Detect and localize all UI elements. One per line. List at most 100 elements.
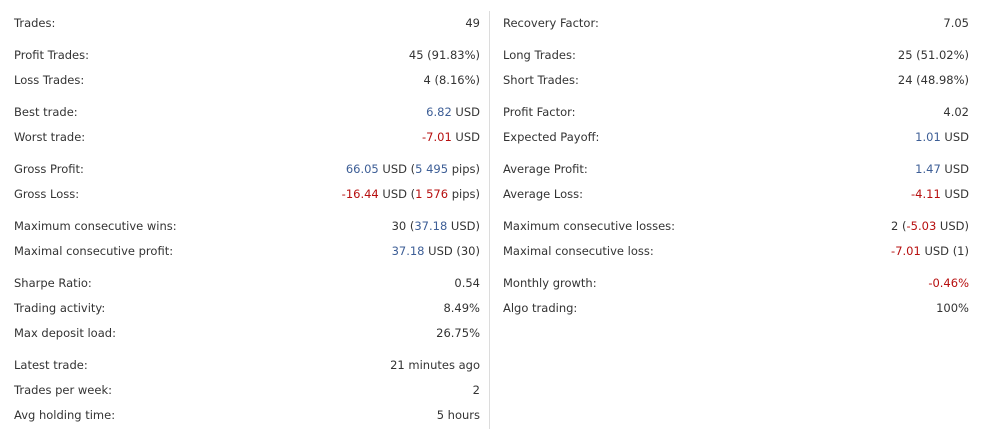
stat-number: -7.01 bbox=[891, 244, 921, 258]
stat-label: Short Trades: bbox=[503, 73, 579, 87]
stat-label: Trades per week: bbox=[14, 383, 112, 397]
stat-value: 24 (48.98%) bbox=[897, 73, 969, 87]
stat-value: -4.11 USD bbox=[911, 185, 969, 203]
stat-unit: USD bbox=[940, 162, 969, 176]
stat-maximal-consecutive-loss: Maximal consecutive loss: -7.01 USD (1) bbox=[503, 242, 969, 260]
stat-unit: USD bbox=[451, 130, 480, 144]
stat-number: 66.05 bbox=[345, 162, 379, 176]
stat-value: 8.49% bbox=[443, 301, 480, 315]
stat-text: USD ( bbox=[378, 162, 416, 176]
stat-value: 1.47 USD bbox=[915, 160, 969, 178]
stat-value: 4.02 bbox=[943, 105, 969, 119]
stat-text: USD ( bbox=[378, 187, 416, 201]
stat-label: Monthly growth: bbox=[503, 276, 597, 290]
stat-value: 45 (91.83%) bbox=[408, 48, 480, 62]
stat-short-trades: Short Trades: 24 (48.98%) bbox=[503, 71, 969, 89]
stat-value: -16.44 USD (1 576 pips) bbox=[342, 185, 480, 203]
stat-value: 1.01 USD bbox=[915, 128, 969, 146]
stat-number: -4.11 bbox=[911, 187, 941, 201]
stat-sharpe-ratio: Sharpe Ratio: 0.54 bbox=[14, 274, 480, 292]
stat-value: 49 bbox=[465, 16, 480, 30]
stat-recovery-factor: Recovery Factor: 7.05 bbox=[503, 14, 969, 32]
stat-latest-trade: Latest trade: 21 minutes ago bbox=[14, 356, 480, 374]
stat-label: Trades: bbox=[14, 16, 56, 30]
stat-label: Worst trade: bbox=[14, 130, 86, 144]
stat-unit: USD bbox=[451, 105, 480, 119]
stat-value: 0.54 bbox=[454, 276, 480, 290]
stat-trading-activity: Trading activity: 8.49% bbox=[14, 299, 480, 317]
stat-value: -7.01 USD bbox=[422, 128, 480, 146]
stat-max-consecutive-wins: Maximum consecutive wins: 30 (37.18 USD) bbox=[14, 217, 480, 235]
stat-max-consecutive-losses: Maximum consecutive losses: 2 (-5.03 USD… bbox=[503, 217, 969, 235]
stat-text: USD) bbox=[936, 219, 969, 233]
stat-value: -0.46% bbox=[928, 276, 969, 290]
stat-label: Maximal consecutive loss: bbox=[503, 244, 654, 258]
stat-long-trades: Long Trades: 25 (51.02%) bbox=[503, 46, 969, 64]
stat-label: Trading activity: bbox=[14, 301, 106, 315]
stat-label: Avg holding time: bbox=[14, 408, 116, 422]
stat-value: -7.01 USD (1) bbox=[891, 242, 969, 260]
stat-text: pips) bbox=[448, 162, 480, 176]
stat-label: Latest trade: bbox=[14, 358, 88, 372]
stat-label: Maximum consecutive wins: bbox=[14, 219, 177, 233]
stat-text: 2 ( bbox=[891, 219, 907, 233]
stat-label: Average Loss: bbox=[503, 187, 583, 201]
stat-number: 6.82 bbox=[426, 105, 452, 119]
stat-value: 66.05 USD (5 495 pips) bbox=[346, 160, 480, 178]
stat-text: USD) bbox=[447, 219, 480, 233]
stat-monthly-growth: Monthly growth: -0.46% bbox=[503, 274, 969, 292]
stat-label: Maximal consecutive profit: bbox=[14, 244, 174, 258]
stat-label: Recovery Factor: bbox=[503, 16, 599, 30]
stat-value: 37.18 USD (30) bbox=[392, 242, 480, 260]
stat-trades: Trades: 49 bbox=[14, 14, 480, 32]
stat-expected-payoff: Expected Payoff: 1.01 USD bbox=[503, 128, 969, 146]
stat-label: Profit Factor: bbox=[503, 105, 576, 119]
stat-label: Best trade: bbox=[14, 105, 78, 119]
stat-gross-profit: Gross Profit: 66.05 USD (5 495 pips) bbox=[14, 160, 480, 178]
stat-label: Gross Profit: bbox=[14, 162, 84, 176]
stat-value: 2 bbox=[472, 383, 480, 397]
stat-label: Average Profit: bbox=[503, 162, 588, 176]
stat-label: Profit Trades: bbox=[14, 48, 90, 62]
stat-label: Expected Payoff: bbox=[503, 130, 600, 144]
stat-profit-trades: Profit Trades: 45 (91.83%) bbox=[14, 46, 480, 64]
stat-text: 30 ( bbox=[391, 219, 415, 233]
stat-label: Algo trading: bbox=[503, 301, 578, 315]
stat-label: Long Trades: bbox=[503, 48, 576, 62]
stat-max-deposit-load: Max deposit load: 26.75% bbox=[14, 324, 480, 342]
stat-number: -7.01 bbox=[422, 130, 452, 144]
stat-pips: 1 576 bbox=[415, 187, 449, 201]
stat-maximal-consecutive-profit: Maximal consecutive profit: 37.18 USD (3… bbox=[14, 242, 480, 260]
stat-label: Gross Loss: bbox=[14, 187, 80, 201]
stat-text: USD (1) bbox=[920, 244, 969, 258]
stat-value: 100% bbox=[936, 301, 969, 315]
stat-value: 26.75% bbox=[436, 326, 480, 340]
stat-profit-factor: Profit Factor: 4.02 bbox=[503, 103, 969, 121]
stat-text: pips) bbox=[448, 187, 480, 201]
stat-number: 37.18 bbox=[414, 219, 448, 233]
stat-text: USD (30) bbox=[424, 244, 480, 258]
stat-number: -5.03 bbox=[906, 219, 937, 233]
stat-number: 1.01 bbox=[915, 130, 941, 144]
stat-pips: 5 495 bbox=[415, 162, 449, 176]
stat-gross-loss: Gross Loss: -16.44 USD (1 576 pips) bbox=[14, 185, 480, 203]
stat-value: 21 minutes ago bbox=[390, 358, 480, 372]
stat-unit: USD bbox=[940, 187, 969, 201]
stat-unit: USD bbox=[940, 130, 969, 144]
stat-average-loss: Average Loss: -4.11 USD bbox=[503, 185, 969, 203]
stat-value: 6.82 USD bbox=[426, 103, 480, 121]
stat-value: 25 (51.02%) bbox=[897, 48, 969, 62]
stat-value: 5 hours bbox=[436, 408, 480, 422]
stat-best-trade: Best trade: 6.82 USD bbox=[14, 103, 480, 121]
stat-value: 2 (-5.03 USD) bbox=[891, 217, 969, 235]
stat-number: -16.44 bbox=[341, 187, 379, 201]
stat-label: Loss Trades: bbox=[14, 73, 85, 87]
stat-value: 4 (8.16%) bbox=[423, 73, 480, 87]
stat-worst-trade: Worst trade: -7.01 USD bbox=[14, 128, 480, 146]
stat-value: 30 (37.18 USD) bbox=[392, 217, 480, 235]
stat-avg-holding-time: Avg holding time: 5 hours bbox=[14, 406, 480, 424]
stat-value: 7.05 bbox=[943, 16, 969, 30]
stat-label: Maximum consecutive losses: bbox=[503, 219, 676, 233]
stat-algo-trading: Algo trading: 100% bbox=[503, 299, 969, 317]
column-divider bbox=[489, 11, 490, 429]
